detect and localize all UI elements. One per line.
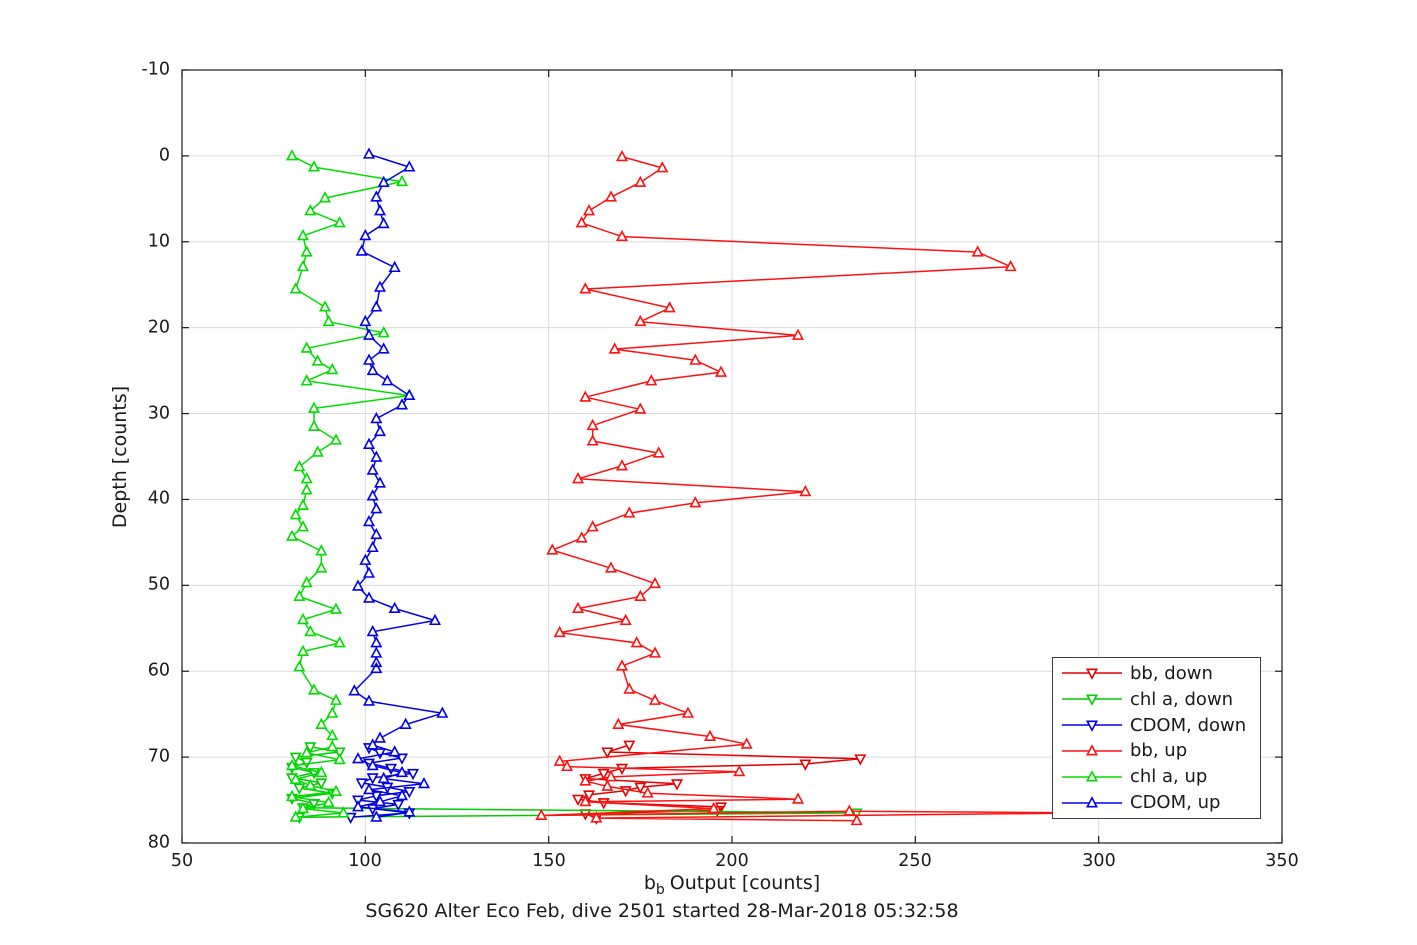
legend-item-chla-up: chl a, up bbox=[1053, 764, 1260, 789]
x-tick-label: 150 bbox=[532, 851, 566, 871]
figure-title: SG620 Alter Eco Feb, dive 2501 started 2… bbox=[365, 900, 959, 922]
x-axis-label-base: b bbox=[643, 872, 656, 894]
x-tick-label: 250 bbox=[898, 851, 932, 871]
legend-item-cdom-up: CDOM, up bbox=[1053, 790, 1260, 815]
x-tick-label: 300 bbox=[1082, 851, 1116, 871]
y-tick-label: 20 bbox=[147, 317, 170, 338]
y-tick-label: 80 bbox=[147, 832, 170, 853]
legend-label: bb, down bbox=[1130, 662, 1213, 684]
legend-item-cdom-down: CDOM, down bbox=[1053, 713, 1260, 738]
legend-item-bb-down: bb, down bbox=[1053, 661, 1260, 686]
y-tick-label: 30 bbox=[147, 403, 170, 424]
legend-item-bb-up: bb, up bbox=[1053, 738, 1260, 763]
line-marker-triangle-down-icon bbox=[1062, 668, 1122, 681]
x-tick-label: 350 bbox=[1265, 851, 1299, 871]
x-tick-label: 100 bbox=[348, 851, 382, 871]
legend-label: CDOM, up bbox=[1130, 792, 1221, 814]
x-axis-label: bb Output [counts] bbox=[644, 872, 820, 898]
y-tick-label: 0 bbox=[158, 145, 170, 166]
line-marker-triangle-up-icon bbox=[1062, 744, 1122, 756]
y-tick-label: 60 bbox=[147, 660, 170, 681]
y-tick-label: -10 bbox=[141, 59, 170, 80]
y-tick-label: 70 bbox=[147, 746, 170, 767]
y-tick-label: 50 bbox=[147, 574, 170, 595]
legend: bb, down chl a, down CDOM, down bb, up c… bbox=[1052, 657, 1261, 819]
line-marker-triangle-up-icon bbox=[1062, 795, 1122, 808]
line-marker-triangle-down-icon bbox=[1062, 694, 1122, 706]
y-tick-label: 10 bbox=[147, 231, 170, 252]
x-tick-label: 200 bbox=[715, 851, 749, 871]
x-tick-label: 50 bbox=[170, 851, 194, 871]
legend-label: chl a, down bbox=[1130, 688, 1234, 710]
legend-label: CDOM, down bbox=[1130, 714, 1247, 736]
line-marker-triangle-up-icon bbox=[1062, 769, 1122, 782]
x-axis-label-subscript: b bbox=[655, 882, 665, 898]
legend-label: bb, up bbox=[1130, 740, 1188, 762]
line-marker-triangle-down-icon bbox=[1062, 720, 1122, 732]
y-tick-label: 40 bbox=[147, 488, 170, 509]
y-axis-label: Depth [counts] bbox=[109, 385, 131, 529]
legend-item-chla-down: chl a, down bbox=[1053, 687, 1260, 712]
legend-label: chl a, up bbox=[1130, 766, 1208, 788]
x-axis-label-rest: Output [counts] bbox=[669, 872, 821, 894]
